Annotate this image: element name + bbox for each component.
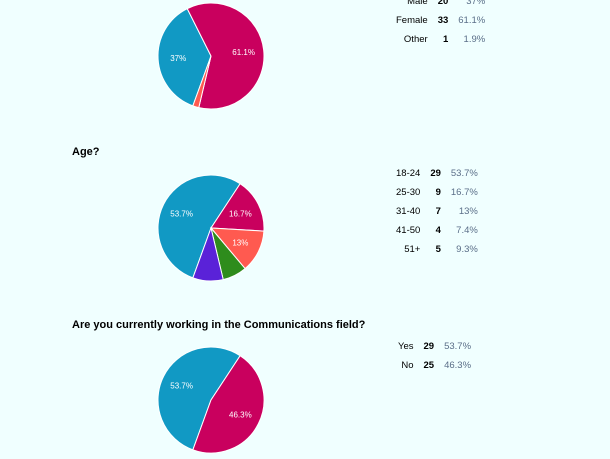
legend-percent: 1.9% bbox=[463, 34, 486, 45]
slice-label-female: 61.1% bbox=[232, 48, 255, 57]
legend-percent: 9.3% bbox=[456, 244, 478, 255]
pie-slice-25-30 bbox=[210, 183, 265, 232]
legend-percent: 46.3% bbox=[444, 360, 472, 371]
legend-category: Yes bbox=[398, 341, 414, 352]
legend-row-25-30: 25-30 9 16.7% bbox=[396, 183, 478, 202]
slice-label-25-30: 16.7% bbox=[229, 209, 252, 218]
legend-count: 4 bbox=[435, 225, 441, 236]
pie-chart-communications-svg: 53.7% 46.3% bbox=[157, 346, 265, 454]
legend-category: 25-30 bbox=[396, 187, 421, 198]
legend-percent: 37% bbox=[466, 0, 486, 7]
legend-count: 9 bbox=[435, 187, 441, 198]
legend-count: 25 bbox=[423, 360, 435, 371]
legend-row-31-40: 31-40 7 13% bbox=[396, 202, 478, 221]
legend-category: 51+ bbox=[404, 244, 421, 255]
legend-row-yes: Yes 29 53.7% bbox=[398, 337, 471, 356]
legend-category: 31-40 bbox=[396, 206, 421, 217]
question-title-age: Age? bbox=[72, 146, 100, 158]
pie-slice-male bbox=[157, 7, 212, 107]
slice-label-no: 46.3% bbox=[229, 411, 252, 420]
pie-chart-age-svg: 53.7% 16.7% 13% bbox=[157, 174, 265, 282]
legend-count: 20 bbox=[437, 0, 449, 7]
legend-count: 29 bbox=[423, 341, 435, 352]
legend-row-male: Male 20 37% bbox=[396, 0, 485, 11]
pie-slice-yes bbox=[157, 346, 241, 451]
legend-table-age: 18-24 29 53.7% 25-30 9 16.7% 31-40 7 13% 41-50 4 7.… bbox=[396, 164, 478, 259]
legend-row-18-24: 18-24 29 53.7% bbox=[396, 164, 478, 183]
legend-percent: 13% bbox=[458, 206, 478, 217]
pie-slice-18-24 bbox=[157, 174, 241, 279]
legend-percent: 16.7% bbox=[450, 187, 478, 198]
legend-table-gender: Male 20 37% Female 33 61.1% Other 1 1.9% bbox=[396, 0, 485, 49]
legend-percent: 53.7% bbox=[444, 341, 472, 352]
pie-slice-other bbox=[192, 55, 212, 109]
legend-count: 5 bbox=[435, 244, 441, 255]
legend-count: 29 bbox=[430, 168, 441, 179]
legend-percent: 53.7% bbox=[450, 168, 478, 179]
legend-percent: 7.4% bbox=[456, 225, 478, 236]
legend-count: 33 bbox=[437, 15, 449, 26]
legend-row-female: Female 33 61.1% bbox=[396, 11, 485, 30]
pie-chart-gender-svg: 37% 61.1% bbox=[157, 2, 265, 110]
slice-label-male: 37% bbox=[170, 54, 186, 63]
legend-count: 7 bbox=[435, 206, 441, 217]
pie-chart-age: 53.7% 16.7% 13% bbox=[157, 174, 265, 287]
legend-category: 41-50 bbox=[396, 225, 421, 236]
legend-row-41-50: 41-50 4 7.4% bbox=[396, 221, 478, 240]
legend-row-no: No 25 46.3% bbox=[398, 356, 471, 375]
legend-count: 1 bbox=[442, 34, 449, 45]
legend-category: Other bbox=[403, 34, 428, 45]
pie-chart-communications: 53.7% 46.3% bbox=[157, 346, 265, 459]
slice-label-yes: 53.7% bbox=[170, 381, 193, 390]
legend-category: Female bbox=[396, 15, 428, 26]
pie-slice-female bbox=[186, 2, 265, 110]
slice-label-18-24: 53.7% bbox=[170, 209, 193, 218]
legend-row-51: 51+ 5 9.3% bbox=[396, 240, 478, 259]
legend-category: Male bbox=[407, 0, 428, 7]
pie-slice-51 bbox=[192, 226, 224, 282]
legend-table-communications: Yes 29 53.7% No 25 46.3% bbox=[398, 337, 471, 375]
legend-row-other: Other 1 1.9% bbox=[396, 30, 485, 49]
legend-category: 18-24 bbox=[396, 168, 421, 179]
slice-label-31-40: 13% bbox=[232, 239, 248, 248]
question-title-communications: Are you currently working in the Communi… bbox=[72, 319, 366, 331]
legend-percent: 61.1% bbox=[458, 15, 486, 26]
pie-chart-gender: 37% 61.1% bbox=[157, 2, 265, 115]
legend-category: No bbox=[401, 360, 414, 371]
